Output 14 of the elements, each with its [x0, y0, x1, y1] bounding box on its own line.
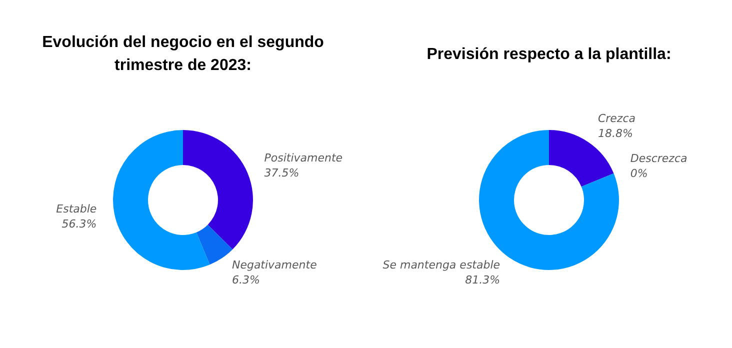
text: 0%: [630, 166, 648, 180]
data-label: 56.3%: [62, 218, 97, 231]
data-label: 81.3%: [465, 273, 500, 286]
slice-label: Se mantenga estable: [382, 258, 500, 272]
slice-label: Crezca: [598, 112, 636, 126]
slice-label: Positivamente: [264, 152, 343, 165]
slice-label: Negativamente: [232, 258, 318, 272]
slice-label: Estable: [56, 202, 97, 216]
category-label: Descrezca: [630, 152, 688, 165]
data-label: 6.3%: [232, 273, 260, 286]
chart-title: Previsión respecto a la plantilla:: [426, 44, 672, 64]
chart-title: Evolución del negocio en el segundo trimestre de 2023:: [41, 33, 325, 76]
data-label: 37.5%: [264, 166, 300, 180]
data-label: 18.8%: [598, 127, 633, 140]
